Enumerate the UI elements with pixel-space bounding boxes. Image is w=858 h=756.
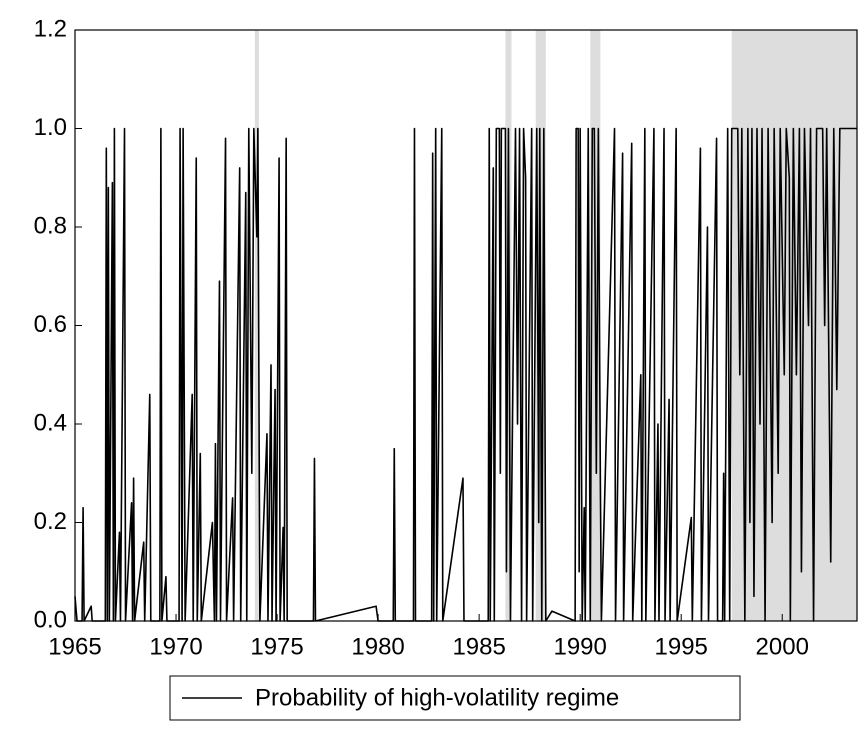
y-tick-label: 0.4 xyxy=(34,409,67,436)
x-tick-label: 1990 xyxy=(553,633,606,660)
shaded-region xyxy=(254,30,259,621)
y-tick-label: 0.8 xyxy=(34,212,67,239)
x-tick-label: 1995 xyxy=(655,633,708,660)
shaded-region xyxy=(505,30,512,621)
x-tick-label: 1970 xyxy=(149,633,202,660)
x-tick-label: 2000 xyxy=(756,633,809,660)
y-tick-label: 0.6 xyxy=(34,311,67,338)
y-tick-label: 0.0 xyxy=(34,606,67,633)
x-tick-label: 1985 xyxy=(452,633,505,660)
y-tick-label: 0.2 xyxy=(34,508,67,535)
legend-label: Probability of high-volatility regime xyxy=(255,684,619,711)
x-tick-label: 1965 xyxy=(48,633,101,660)
y-tick-label: 1.2 xyxy=(34,15,67,42)
series-line xyxy=(74,127,857,622)
legend-box xyxy=(169,675,741,721)
x-tick-label: 1975 xyxy=(250,633,303,660)
y-tick-label: 1.0 xyxy=(34,114,67,141)
x-tick-label: 1980 xyxy=(351,633,404,660)
plot-frame xyxy=(74,29,858,622)
